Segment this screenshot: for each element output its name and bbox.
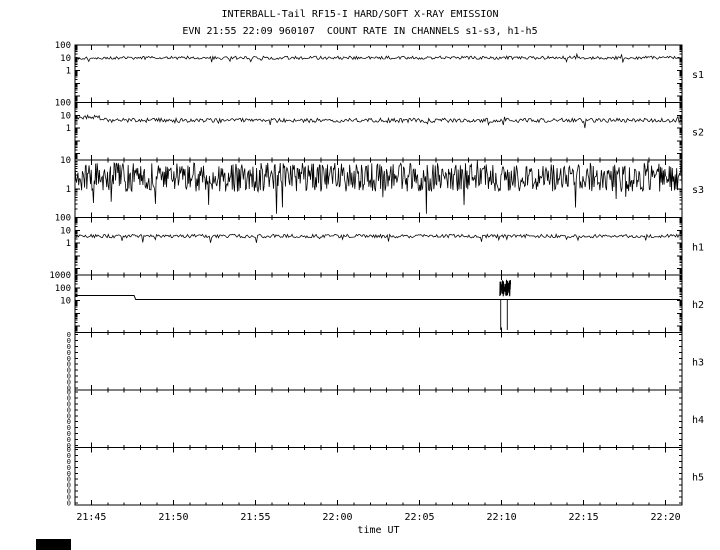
x-axis-tick-labels: 21:45 21:50 21:55 22:00 22:05 22:10 22:15 22:20 [76, 512, 680, 523]
panel-s2: 100 10 1 s2 [55, 99, 704, 161]
series-h2 [75, 294, 681, 301]
ytick-label-zero: 0 [67, 389, 71, 397]
xtick-label: 22:10 [486, 512, 516, 523]
panel-s1: 100 10 1 s1 [55, 41, 704, 103]
ytick-label-zero: 0 [67, 470, 71, 478]
panel-label: h5 [692, 472, 704, 483]
ytick-label-zero: 0 [67, 400, 71, 408]
ytick-label-zero: 0 [67, 385, 71, 393]
ytick-label: 10 [60, 226, 71, 236]
ytick-label-zero: 0 [67, 482, 71, 490]
panel-ytick-labels: 100 10 1 [55, 41, 71, 77]
ytick-label-zero: 0 [67, 446, 71, 454]
panel-label: h4 [692, 415, 704, 426]
xtick-label: 21:45 [76, 512, 106, 523]
ytick-label: 1000 [49, 271, 71, 281]
ytick-label-zero: 0 [67, 379, 71, 387]
ytick-label-zero: 0 [67, 394, 71, 402]
ytick-label-zero: 0 [67, 349, 71, 357]
ytick-label: 100 [55, 284, 71, 294]
panel-ytick-labels: 1000 100 10 [49, 271, 71, 307]
series-h1 [74, 233, 682, 243]
panel-label: h1 [692, 242, 704, 253]
xtick-label: 22:20 [651, 512, 681, 523]
ytick-label: 10 [60, 54, 71, 64]
ytick-label: 1 [66, 67, 71, 77]
panel-h2: 1000 100 10 h2 [49, 271, 704, 333]
panel-label: s1 [692, 70, 704, 81]
series-s2 [74, 114, 682, 129]
series-burst [499, 279, 512, 297]
ytick-label-zero: 0 [67, 406, 71, 414]
ytick-label-zero: 0 [67, 476, 71, 484]
ytick-label: 10 [60, 111, 71, 121]
ytick-label-zero: 0 [67, 361, 71, 369]
ytick-label: 100 [55, 214, 71, 224]
plot-subtitle: EVN 21:55 22:09 960107 COUNT RATE IN CHA… [182, 26, 538, 37]
ytick-label: 100 [55, 41, 71, 51]
series-s3 [74, 159, 683, 214]
ytick-label-zero: 0 [67, 373, 71, 381]
ytick-label: 100 [55, 99, 71, 109]
x-axis-title: time UT [357, 525, 400, 536]
ytick-label-zero: 0 [67, 343, 71, 351]
ytick-label-zero: 0 [67, 458, 71, 466]
xtick-label: 22:05 [404, 512, 434, 523]
panel-axes [74, 389, 683, 448]
panel-axes [74, 102, 683, 161]
ytick-label: 1 [66, 239, 71, 249]
panel-label: h3 [692, 357, 704, 368]
ytick-label-zero: 0 [67, 424, 71, 432]
series-s1 [74, 52, 682, 63]
ytick-label-zero: 0 [67, 452, 71, 460]
panel-s3: 10 1 s3 [60, 156, 704, 218]
xtick-label: 22:15 [569, 512, 599, 523]
ytick-label: 10 [60, 156, 71, 166]
panel-ytick-labels: 100 10 1 [55, 99, 71, 135]
panel-ytick-labels: 10 1 [60, 156, 71, 195]
panel-label: s3 [692, 185, 704, 196]
ytick-label-zero: 0 [67, 337, 71, 345]
ytick-label-zero: 0 [67, 355, 71, 363]
panel-axes [74, 44, 683, 103]
xtick-label: 21:55 [240, 512, 270, 523]
ytick-label-zero: 0 [67, 436, 71, 444]
footer-mark [36, 539, 71, 550]
panel-label: s2 [692, 127, 704, 138]
ytick-label-zero: 0 [67, 500, 71, 508]
ytick-label-zero: 0 [67, 418, 71, 426]
panel-axes [74, 332, 683, 391]
ytick-label-zero: 0 [67, 430, 71, 438]
ytick-label-zero: 0 [67, 412, 71, 420]
ytick-label: 10 [60, 297, 71, 307]
panel-ytick-labels: 100 10 1 [55, 214, 71, 250]
ytick-label-zero: 0 [67, 464, 71, 472]
ytick-label: 1 [66, 124, 71, 134]
plot-title: INTERBALL-Tail RF15-I HARD/SOFT X-RAY EM… [221, 9, 499, 20]
ytick-label-zero: 0 [67, 488, 71, 496]
panel-axes [74, 447, 683, 506]
panel-axes [74, 217, 683, 276]
ytick-label: 1 [66, 185, 71, 195]
panel-label: h2 [692, 300, 704, 311]
panel-h1: 100 10 1 h1 [55, 214, 704, 276]
ytick-label-zero: 0 [67, 331, 71, 339]
ytick-label-zero: 0 [67, 442, 71, 450]
ytick-label-zero: 0 [67, 494, 71, 502]
ytick-label-zero: 0 [67, 367, 71, 375]
xtick-label: 22:00 [322, 512, 352, 523]
xtick-label: 21:50 [158, 512, 188, 523]
panel-axes [74, 274, 683, 333]
